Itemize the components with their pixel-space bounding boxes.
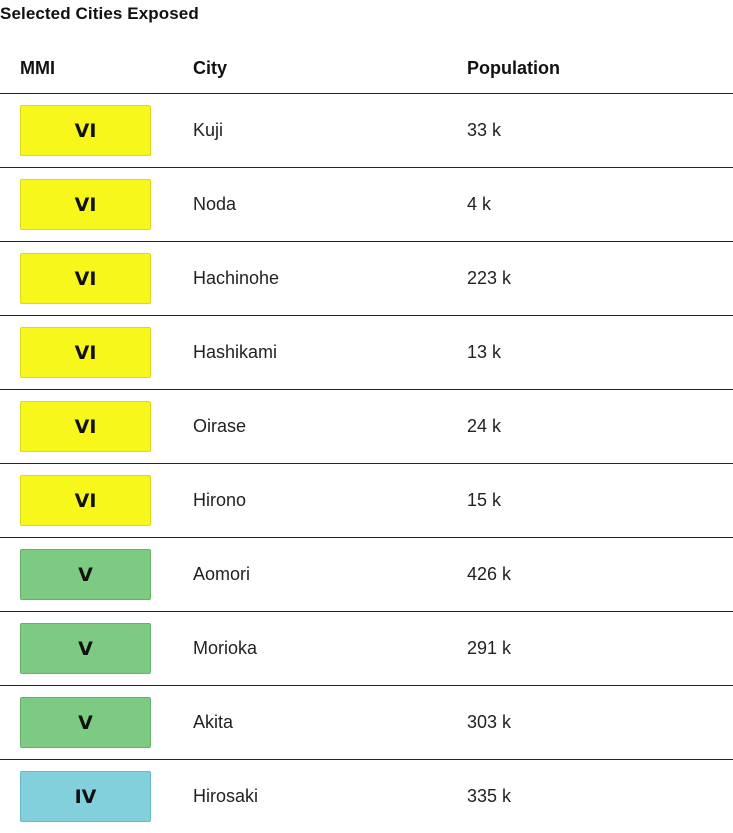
table-row: VI Kuji 33 k <box>0 93 733 168</box>
city-population: 303 k <box>467 685 733 760</box>
city-name: Hachinohe <box>193 241 467 316</box>
city-name: Akita <box>193 685 467 760</box>
city-name: Oirase <box>193 389 467 464</box>
city-name: Aomori <box>193 537 467 612</box>
header-city: City <box>193 44 467 94</box>
cities-exposed-table: MMI City Population VI Kuji 33 k VI Noda… <box>0 44 733 833</box>
city-population: 291 k <box>467 611 733 686</box>
city-population: 15 k <box>467 463 733 538</box>
city-population: 335 k <box>467 759 733 833</box>
city-name: Morioka <box>193 611 467 686</box>
table-row: VI Oirase 24 k <box>0 389 733 464</box>
mmi-badge: V <box>20 623 151 674</box>
mmi-badge: VI <box>20 253 151 304</box>
city-name: Hashikami <box>193 315 467 390</box>
table-row: V Aomori 426 k <box>0 537 733 612</box>
mmi-badge: VI <box>20 327 151 378</box>
table-row: VI Noda 4 k <box>0 167 733 242</box>
table-row: IV Hirosaki 335 k <box>0 759 733 833</box>
mmi-badge: VI <box>20 475 151 526</box>
mmi-badge: V <box>20 549 151 600</box>
city-population: 24 k <box>467 389 733 464</box>
header-population: Population <box>467 44 733 94</box>
mmi-badge: VI <box>20 401 151 452</box>
mmi-badge: VI <box>20 105 151 156</box>
city-name: Noda <box>193 167 467 242</box>
table-row: V Morioka 291 k <box>0 611 733 686</box>
mmi-badge: V <box>20 697 151 748</box>
mmi-badge: VI <box>20 179 151 230</box>
table-row: V Akita 303 k <box>0 685 733 760</box>
table-row: VI Hachinohe 223 k <box>0 241 733 316</box>
city-population: 13 k <box>467 315 733 390</box>
header-mmi: MMI <box>0 44 193 94</box>
city-name: Hirono <box>193 463 467 538</box>
city-name: Hirosaki <box>193 759 467 833</box>
mmi-badge: IV <box>20 771 151 822</box>
table-header-row: MMI City Population <box>0 44 733 94</box>
city-population: 4 k <box>467 167 733 242</box>
city-population: 223 k <box>467 241 733 316</box>
city-population: 426 k <box>467 537 733 612</box>
table-row: VI Hashikami 13 k <box>0 315 733 390</box>
city-population: 33 k <box>467 93 733 168</box>
table-row: VI Hirono 15 k <box>0 463 733 538</box>
city-name: Kuji <box>193 93 467 168</box>
section-title: Selected Cities Exposed <box>0 4 199 23</box>
